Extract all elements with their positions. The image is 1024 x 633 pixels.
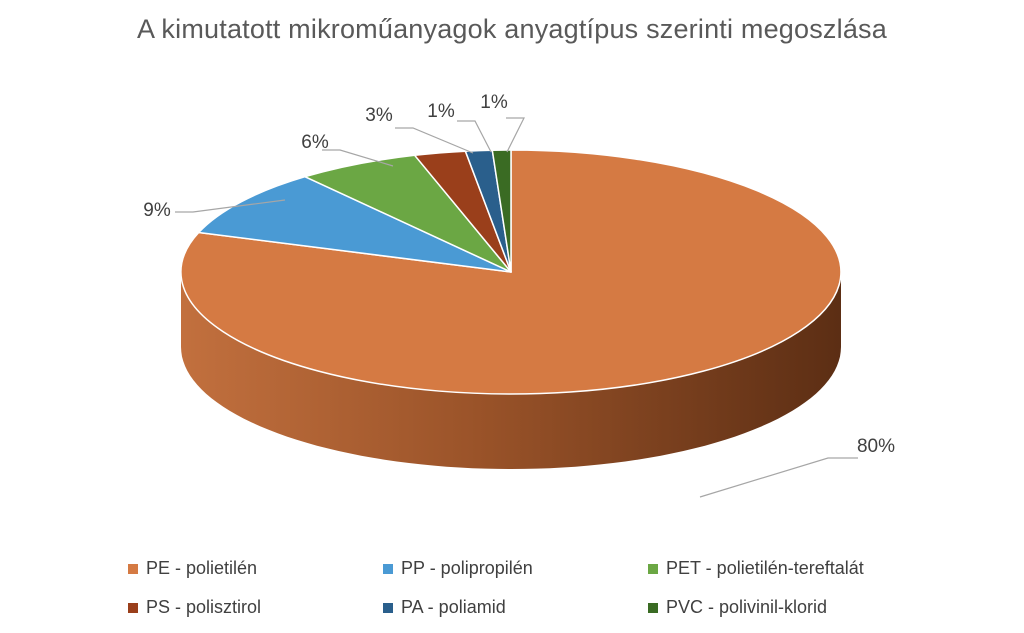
- legend-item: PVC - polivinil-klorid: [648, 597, 928, 618]
- pie-slice-pvc: [491, 149, 512, 273]
- data-label: 1%: [427, 101, 455, 122]
- legend-swatch: [383, 563, 393, 574]
- pie-side-wall: [181, 272, 841, 469]
- legend-item: PS - polisztirol: [128, 597, 383, 618]
- legend-item: PET - polietilén-tereftalát: [648, 558, 928, 579]
- legend-swatch: [648, 602, 658, 613]
- legend-swatch: [383, 602, 393, 613]
- data-label: 9%: [143, 200, 171, 221]
- legend-label: PP - polipropilén: [401, 558, 533, 578]
- legend: PE - polietilén PP - polipropilén PET - po…: [128, 558, 928, 618]
- pie-slice-pet: [304, 154, 512, 273]
- data-label: 1%: [480, 92, 508, 113]
- legend-label: PVC - polivinil-klorid: [666, 597, 828, 617]
- pie-slice-pe: [180, 149, 842, 395]
- leader-line: [457, 120, 492, 153]
- legend-label: PA - poliamid: [401, 597, 506, 617]
- legend-label: PET - polietilén-tereftalát: [666, 558, 864, 578]
- leader-line: [395, 127, 474, 154]
- data-label: 80%: [857, 436, 895, 457]
- leader-line: [322, 149, 394, 167]
- legend-item: PP - polipropilén: [383, 558, 648, 579]
- legend-swatch: [128, 602, 138, 613]
- legend-label: PE - polietilén: [146, 558, 258, 578]
- legend-item: PE - polietilén: [128, 558, 383, 579]
- data-label: 6%: [301, 132, 329, 153]
- data-label: 3%: [365, 105, 393, 126]
- legend-label: PS - polisztirol: [146, 597, 262, 617]
- chart-title: A kimutatott mikroműanyagok anyagtípus s…: [137, 14, 887, 44]
- leader-line: [506, 117, 525, 153]
- leader-line: [175, 199, 286, 213]
- legend-swatch: [648, 563, 658, 574]
- legend-item: PA - poliamid: [383, 597, 648, 618]
- leader-line: [699, 457, 858, 498]
- legend-swatch: [128, 563, 138, 574]
